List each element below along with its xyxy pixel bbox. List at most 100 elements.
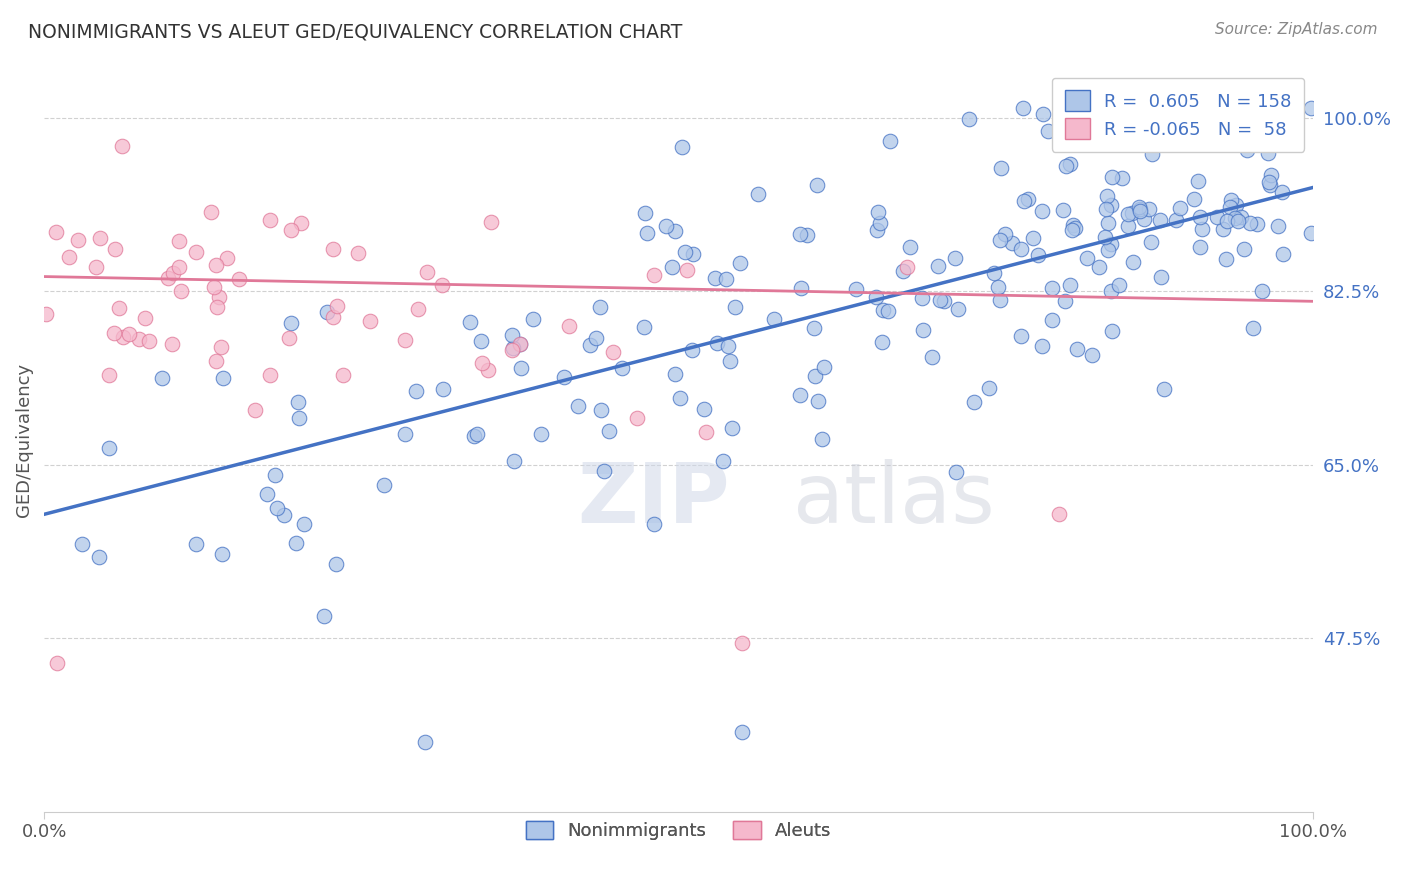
Point xyxy=(405,384,427,398)
Point xyxy=(1257,145,1279,160)
Point xyxy=(243,403,266,417)
Point xyxy=(98,368,121,383)
Point xyxy=(394,333,416,347)
Point xyxy=(790,281,813,295)
Point xyxy=(413,735,436,749)
Point xyxy=(1097,243,1119,257)
Point xyxy=(1052,202,1074,217)
Point xyxy=(463,429,485,443)
Point xyxy=(458,315,481,329)
Point xyxy=(598,424,620,438)
Point xyxy=(1036,124,1059,138)
Point xyxy=(325,557,347,571)
Point xyxy=(1059,157,1081,171)
Point xyxy=(1246,217,1268,231)
Point xyxy=(946,302,969,317)
Point xyxy=(671,140,693,154)
Point xyxy=(134,311,156,326)
Point xyxy=(470,334,492,348)
Point xyxy=(1187,174,1209,188)
Point xyxy=(509,337,531,351)
Point xyxy=(1260,168,1282,182)
Point xyxy=(97,441,120,455)
Point xyxy=(70,537,93,551)
Point xyxy=(704,271,727,285)
Point xyxy=(202,280,225,294)
Point xyxy=(416,265,439,279)
Point xyxy=(718,354,741,368)
Point xyxy=(359,314,381,328)
Point xyxy=(1010,328,1032,343)
Point xyxy=(633,320,655,334)
Point xyxy=(1142,146,1164,161)
Point xyxy=(806,178,828,193)
Point xyxy=(716,272,738,286)
Point xyxy=(1031,339,1053,353)
Point xyxy=(731,725,754,739)
Point xyxy=(87,550,110,565)
Text: Source: ZipAtlas.com: Source: ZipAtlas.com xyxy=(1215,22,1378,37)
Point xyxy=(706,336,728,351)
Point xyxy=(118,327,141,342)
Point xyxy=(585,331,607,345)
Point xyxy=(209,340,232,354)
Point xyxy=(184,244,207,259)
Point xyxy=(1219,200,1241,214)
Point xyxy=(45,225,67,239)
Point xyxy=(1049,508,1071,522)
Point xyxy=(1062,219,1084,233)
Point xyxy=(1205,136,1227,151)
Point xyxy=(789,227,811,242)
Point xyxy=(661,260,683,274)
Point xyxy=(811,432,834,446)
Point xyxy=(111,138,134,153)
Point xyxy=(896,260,918,274)
Point xyxy=(567,399,589,413)
Point xyxy=(1032,107,1054,121)
Point xyxy=(332,368,354,383)
Point xyxy=(1066,342,1088,356)
Point xyxy=(1017,192,1039,206)
Point xyxy=(1215,213,1237,227)
Point xyxy=(266,500,288,515)
Point xyxy=(987,280,1010,294)
Point xyxy=(957,112,980,126)
Point xyxy=(1111,171,1133,186)
Point xyxy=(911,323,934,337)
Point xyxy=(731,636,754,650)
Point xyxy=(763,311,786,326)
Point xyxy=(730,255,752,269)
Text: atlas: atlas xyxy=(793,459,994,540)
Point xyxy=(1121,206,1143,220)
Point xyxy=(373,478,395,492)
Point xyxy=(1118,101,1140,115)
Point xyxy=(932,294,955,309)
Point xyxy=(108,301,131,315)
Point xyxy=(1215,252,1237,267)
Point xyxy=(593,464,616,478)
Point xyxy=(205,258,228,272)
Point xyxy=(1267,219,1289,234)
Point xyxy=(1040,313,1063,327)
Point xyxy=(312,608,335,623)
Point xyxy=(1271,185,1294,199)
Point xyxy=(806,394,828,409)
Point xyxy=(610,360,633,375)
Point xyxy=(872,303,894,318)
Point xyxy=(502,341,524,355)
Point xyxy=(1129,203,1152,218)
Point xyxy=(128,332,150,346)
Point xyxy=(316,305,339,319)
Point xyxy=(111,329,134,343)
Point xyxy=(945,465,967,479)
Point xyxy=(1143,133,1166,147)
Text: NONIMMIGRANTS VS ALEUT GED/EQUIVALENCY CORRELATION CHART: NONIMMIGRANTS VS ALEUT GED/EQUIVALENCY C… xyxy=(28,22,682,41)
Point xyxy=(259,368,281,383)
Point xyxy=(1227,214,1250,228)
Point xyxy=(711,454,734,468)
Point xyxy=(167,234,190,248)
Point xyxy=(208,290,231,304)
Point xyxy=(326,299,349,313)
Point xyxy=(1094,229,1116,244)
Point xyxy=(553,369,575,384)
